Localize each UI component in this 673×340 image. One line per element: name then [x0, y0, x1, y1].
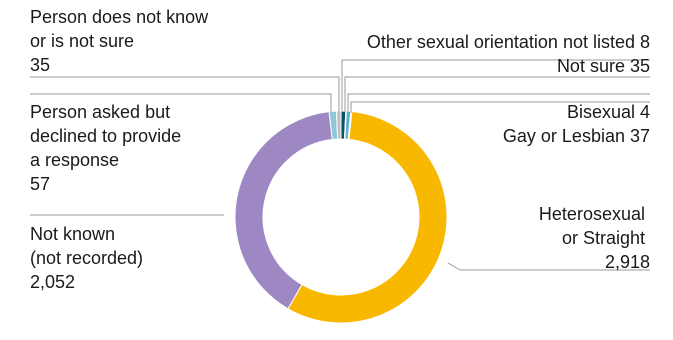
label-declined-value: 57 — [30, 174, 50, 194]
leader-declined — [30, 93, 332, 112]
slice-not-known-not-recorded — [234, 111, 333, 310]
label-not-sure: Not sure 35 — [557, 56, 650, 76]
donut-slices — [234, 110, 448, 324]
leader-other — [341, 59, 650, 112]
slice-person-does-not-know-or-is-not-sure — [335, 110, 342, 140]
label-not-known: Not known (not recorded) 2,052 — [30, 224, 148, 292]
label-declined-line1: Person asked but — [30, 102, 170, 122]
leader-not-sure — [344, 76, 650, 112]
label-declined-line2: declined to provide — [30, 126, 181, 146]
label-not-known-line1: Not known — [30, 224, 115, 244]
label-does-not-know-line1: Person does not know — [30, 7, 209, 27]
leader-hetero — [447, 262, 650, 271]
label-bisexual: Bisexual 4 — [567, 102, 650, 122]
label-does-not-know: Person does not know or is not sure 35 — [30, 7, 213, 75]
leader-lines — [30, 59, 650, 271]
label-declined: Person asked but declined to provide a r… — [30, 102, 186, 194]
label-other: Other sexual orientation not listed 8 — [367, 32, 650, 52]
label-not-known-line2: (not recorded) — [30, 248, 143, 268]
slice-heterosexual-or-straight — [287, 111, 448, 324]
label-does-not-know-line2: or is not sure — [30, 31, 134, 51]
label-hetero-line2: or Straight — [562, 228, 645, 248]
leader-bisexual — [347, 93, 650, 112]
label-hetero-value: 2,918 — [605, 252, 650, 272]
label-hetero: Heterosexual or Straight 2,918 — [539, 204, 650, 272]
leader-gay — [350, 101, 650, 113]
label-not-known-value: 2,052 — [30, 272, 75, 292]
label-declined-line3: a response — [30, 150, 119, 170]
slice-labels: Person does not know or is not sure 35 O… — [30, 7, 650, 292]
label-hetero-line1: Heterosexual — [539, 204, 645, 224]
label-gay: Gay or Lesbian 37 — [503, 126, 650, 146]
leader-does-not-know — [30, 76, 340, 112]
label-does-not-know-value: 35 — [30, 55, 50, 75]
